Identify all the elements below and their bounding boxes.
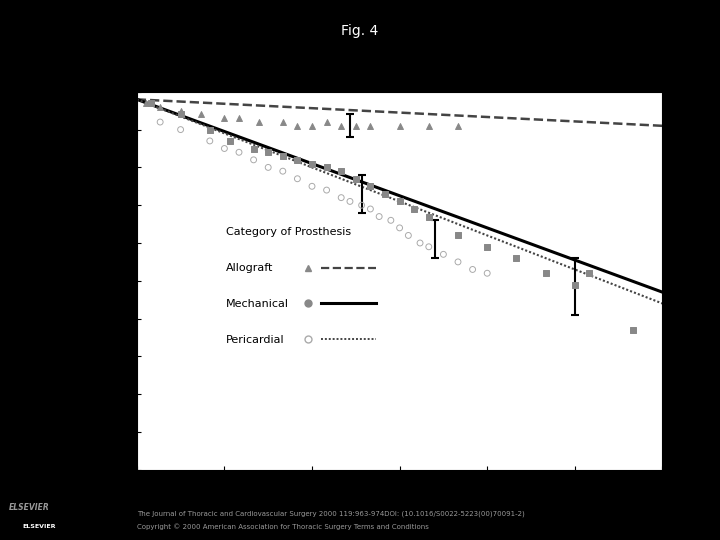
Text: Copyright © 2000 American Association for Thoracic Surgery Terms and Conditions: Copyright © 2000 American Association fo… — [137, 524, 428, 530]
Point — [262, 148, 274, 157]
Text: Pericardial: Pericardial — [226, 335, 285, 345]
Point — [219, 144, 230, 153]
Point — [385, 216, 397, 225]
X-axis label: Years After Operation: Years After Operation — [323, 490, 476, 503]
Point — [569, 280, 580, 289]
Point — [510, 254, 522, 262]
Point — [344, 197, 356, 206]
Point — [394, 122, 405, 130]
Point — [277, 118, 289, 126]
Point — [540, 269, 552, 278]
Point — [423, 122, 435, 130]
Point — [414, 239, 426, 247]
Point — [452, 258, 464, 266]
Point — [336, 193, 347, 202]
Point — [321, 163, 333, 172]
Point — [219, 114, 230, 123]
Point — [262, 163, 274, 172]
Point — [233, 148, 245, 157]
Point — [277, 167, 289, 176]
Point — [175, 110, 186, 119]
Point — [336, 167, 347, 176]
Point — [154, 118, 166, 126]
Text: 🌳: 🌳 — [36, 502, 43, 512]
Point — [350, 174, 361, 183]
Point — [584, 269, 595, 278]
Point — [277, 152, 289, 160]
Text: Category of Prosthesis: Category of Prosthesis — [226, 227, 351, 238]
Point — [204, 125, 215, 134]
Text: Allograft: Allograft — [226, 264, 274, 273]
Point — [482, 269, 493, 278]
Point — [452, 122, 464, 130]
Point — [233, 114, 245, 123]
Point — [195, 110, 207, 119]
Point — [364, 122, 376, 130]
Point — [306, 122, 318, 130]
Point — [145, 99, 157, 107]
Point — [248, 156, 259, 164]
Point — [248, 144, 259, 153]
Point — [175, 106, 186, 115]
Text: ELSEVIER: ELSEVIER — [9, 503, 49, 512]
Text: ELSEVIER: ELSEVIER — [23, 524, 56, 529]
Point — [140, 99, 151, 107]
Point — [423, 212, 435, 221]
Point — [321, 118, 333, 126]
Point — [225, 137, 236, 145]
Point — [204, 137, 215, 145]
Point — [364, 205, 376, 213]
Point — [292, 174, 303, 183]
Text: Fig. 4: Fig. 4 — [341, 24, 379, 38]
Point — [374, 212, 385, 221]
Point — [306, 182, 318, 191]
Point — [364, 182, 376, 191]
Point — [356, 201, 367, 210]
Point — [350, 122, 361, 130]
Point — [438, 250, 449, 259]
Point — [408, 205, 420, 213]
Text: The Journal of Thoracic and Cardiovascular Surgery 2000 119:963-974DOI: (10.1016: The Journal of Thoracic and Cardiovascul… — [137, 510, 525, 517]
Point — [321, 186, 333, 194]
Point — [175, 125, 186, 134]
Point — [394, 197, 405, 206]
Point — [482, 242, 493, 251]
Point — [467, 265, 478, 274]
Point — [452, 231, 464, 240]
Point — [394, 224, 405, 232]
Point — [627, 326, 639, 334]
Text: Mechanical: Mechanical — [226, 299, 289, 309]
Y-axis label: Percent Survival: Percent Survival — [92, 223, 105, 339]
Point — [379, 190, 391, 198]
Point — [253, 118, 265, 126]
Point — [306, 159, 318, 168]
Point — [402, 231, 414, 240]
Point — [336, 122, 347, 130]
Point — [154, 103, 166, 111]
Point — [423, 242, 435, 251]
Point — [292, 122, 303, 130]
Point — [292, 156, 303, 164]
